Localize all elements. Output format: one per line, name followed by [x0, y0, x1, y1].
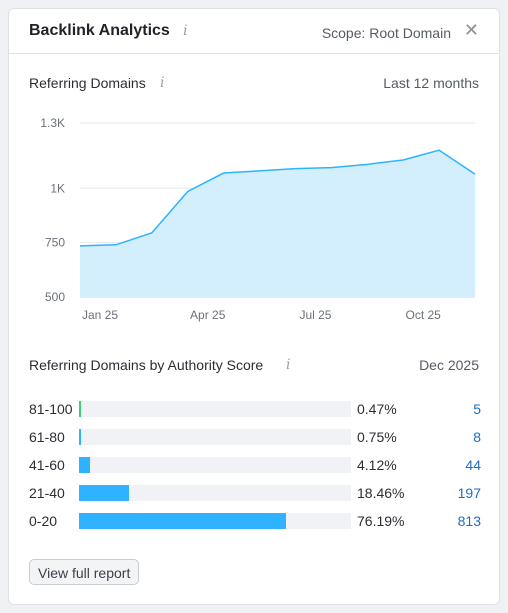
- authority-count-link[interactable]: 5: [473, 401, 481, 417]
- view-full-report-button[interactable]: View full report: [29, 559, 140, 585]
- x-tick-label: Jul 25: [299, 308, 331, 322]
- info-icon[interactable]: i: [286, 357, 291, 373]
- widget-title: Backlink Analytics: [29, 22, 170, 39]
- authority-bar: [79, 401, 81, 417]
- authority-bar: [79, 513, 287, 529]
- referring-domains-title: Referring Domains: [29, 75, 146, 91]
- backlink-analytics-widget: Backlink Analytics i Scope: Root Domain …: [8, 8, 500, 605]
- authority-percent: 4.12%: [357, 457, 397, 473]
- authority-title: Referring Domains by Authority Score: [29, 357, 264, 373]
- x-tick-label: Jan 25: [82, 308, 118, 322]
- y-tick-label: 500: [45, 290, 65, 304]
- referring-domains-chart: 1.3K 1K 750 500 Jan 25 Apr 25 Jul 25 Oct 25: [40, 116, 476, 322]
- widget-header: Backlink Analytics i Scope: Root Domain …: [9, 9, 499, 54]
- authority-bar: [79, 429, 82, 445]
- series-area: [80, 150, 475, 297]
- authority-range-label: 61-80: [29, 429, 65, 445]
- authority-bar: [79, 457, 91, 473]
- scope-label[interactable]: Scope: Root Domain: [321, 25, 451, 41]
- authority-percent: 0.47%: [357, 401, 397, 417]
- authority-range-label: 41-60: [29, 457, 65, 473]
- authority-percent: 0.75%: [357, 429, 397, 445]
- authority-bar: [79, 485, 130, 501]
- x-tick-label: Apr 25: [190, 308, 226, 322]
- period-label: Last 12 months: [383, 75, 479, 91]
- info-icon[interactable]: i: [160, 75, 165, 91]
- authority-row: 0-20 76.19% 813: [29, 512, 481, 530]
- x-tick-label: Oct 25: [406, 308, 442, 322]
- y-tick-label: 1.3K: [40, 116, 65, 130]
- authority-range-label: 81-100: [29, 401, 73, 417]
- authority-row: 81-100 0.47% 5: [29, 400, 481, 418]
- authority-range-label: 21-40: [29, 485, 65, 501]
- authority-bar-track: [79, 513, 351, 529]
- info-icon[interactable]: i: [183, 23, 188, 39]
- authority-row: 61-80 0.75% 8: [29, 428, 481, 446]
- authority-row: 41-60 4.12% 44: [29, 456, 481, 474]
- authority-count-link[interactable]: 8: [473, 429, 481, 445]
- authority-count-link[interactable]: 197: [457, 485, 481, 501]
- authority-row: 21-40 18.46% 197: [29, 484, 481, 502]
- authority-percent: 18.46%: [357, 485, 405, 501]
- y-tick-label: 1K: [50, 181, 65, 195]
- authority-bar-track: [79, 429, 351, 445]
- close-icon[interactable]: ✕: [463, 20, 479, 40]
- authority-percent: 76.19%: [357, 513, 405, 529]
- authority-count-link[interactable]: 44: [465, 457, 481, 473]
- authority-bar-track: [79, 485, 351, 501]
- authority-bar-track: [79, 457, 351, 473]
- authority-count-link[interactable]: 813: [457, 513, 481, 529]
- y-tick-label: 750: [45, 236, 65, 250]
- authority-range-label: 0-20: [29, 513, 58, 529]
- authority-bar-track: [79, 401, 351, 417]
- authority-date: Dec 2025: [419, 357, 479, 373]
- series-line: [79, 149, 476, 247]
